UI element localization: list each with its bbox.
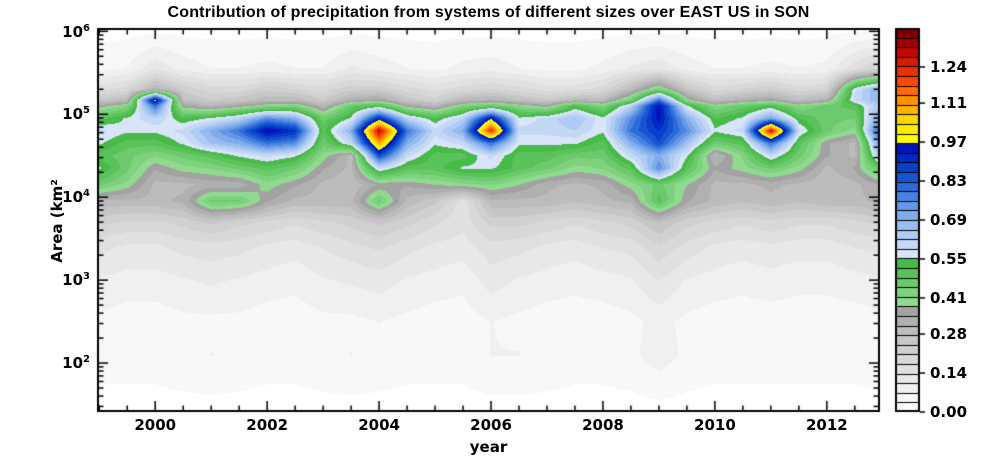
- y-tick-label: 106: [62, 23, 90, 41]
- colorbar-tick-label: 0.00: [930, 403, 968, 421]
- y-tick-label: 104: [62, 188, 90, 207]
- colorbar-tick-label: 0.14: [930, 364, 968, 383]
- chart-title: Contribution of precipitation from syste…: [167, 4, 810, 21]
- x-tick-label: 2012: [805, 416, 848, 434]
- colorbar-tick-label: 0.55: [930, 249, 968, 268]
- colorbar-tick-label: 0.83: [930, 172, 968, 191]
- colorbar-tick-label: 1.24: [930, 57, 968, 76]
- y-tick-label: 105: [62, 105, 90, 124]
- colorbar-tick-label: 1.11: [930, 94, 968, 113]
- colorbar-tick-label: 0.41: [930, 288, 968, 307]
- y-tick-label: 103: [62, 271, 90, 290]
- colorbar-tick-label: 0.69: [930, 211, 968, 229]
- x-axis-title: year: [469, 438, 508, 456]
- y-tick-label: 102: [62, 354, 90, 373]
- colorbar-tick-label: 0.28: [930, 325, 968, 344]
- x-tick-label: 2008: [582, 416, 624, 434]
- x-tick-label: 2004: [358, 416, 400, 434]
- x-tick-label: 2010: [694, 416, 736, 434]
- x-tick-label: 2006: [470, 416, 512, 434]
- x-tick-label: 2000: [134, 416, 177, 434]
- colorbar-tick-label: 0.97: [930, 133, 968, 152]
- x-tick-label: 2002: [246, 416, 289, 434]
